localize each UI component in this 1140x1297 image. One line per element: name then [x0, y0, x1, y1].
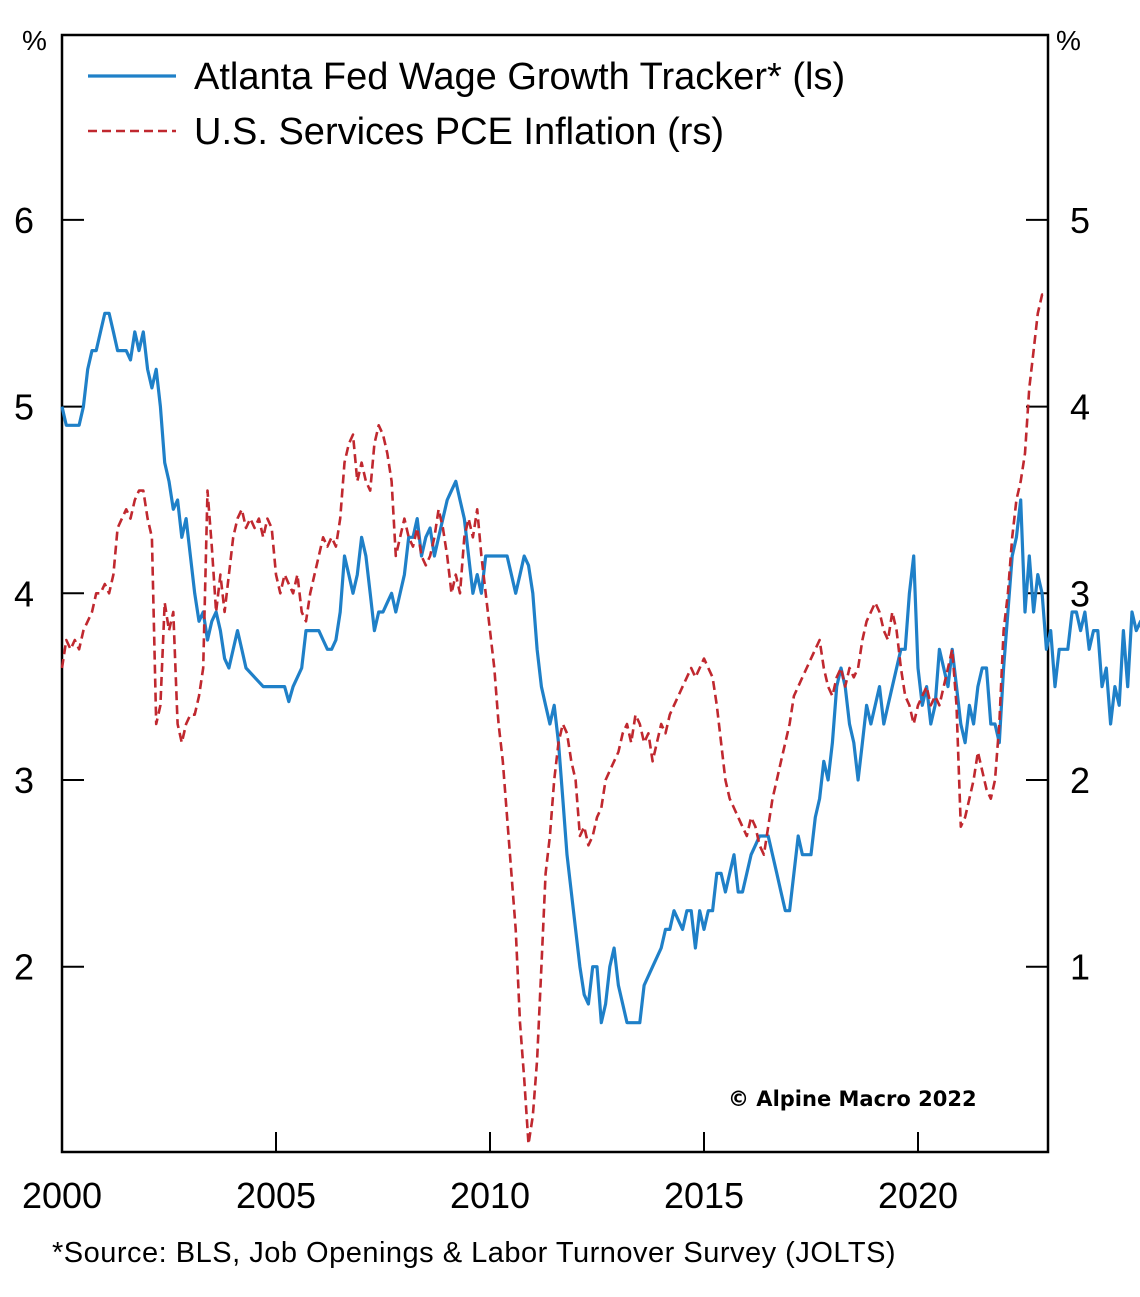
left-y-tick-label: 6	[14, 200, 34, 241]
series-line-1	[60, 311, 1140, 1025]
series-line-2	[60, 293, 1047, 1146]
left-y-tick-label: 3	[14, 760, 34, 801]
right-axis-unit: %	[1056, 25, 1081, 56]
right-y-tick-label: 4	[1070, 387, 1090, 428]
right-y-tick-label: 3	[1070, 573, 1090, 614]
x-tick-label: 2015	[664, 1175, 744, 1216]
left-axis-unit: %	[22, 25, 47, 56]
right-y-tick-label: 2	[1070, 760, 1090, 801]
x-tick-label: 2010	[450, 1175, 530, 1216]
x-tick-label: 2000	[22, 1175, 102, 1216]
copyright-note: © Alpine Macro 2022	[728, 1087, 977, 1111]
x-tick-label: 2005	[236, 1175, 316, 1216]
left-y-tick-label: 4	[14, 573, 34, 614]
left-y-tick-label: 5	[14, 387, 34, 428]
source-note: *Source: BLS, Job Openings & Labor Turno…	[52, 1237, 896, 1269]
plot-frame	[60, 33, 1050, 1154]
legend-label-1: Atlanta Fed Wage Growth Tracker* (ls)	[194, 56, 845, 98]
legend-label-2: U.S. Services PCE Inflation (rs)	[194, 111, 724, 153]
x-tick-label: 2020	[878, 1175, 958, 1216]
left-y-tick-label: 2	[14, 947, 34, 988]
right-y-tick-label: 1	[1070, 947, 1090, 988]
right-y-tick-label: 5	[1070, 200, 1090, 241]
